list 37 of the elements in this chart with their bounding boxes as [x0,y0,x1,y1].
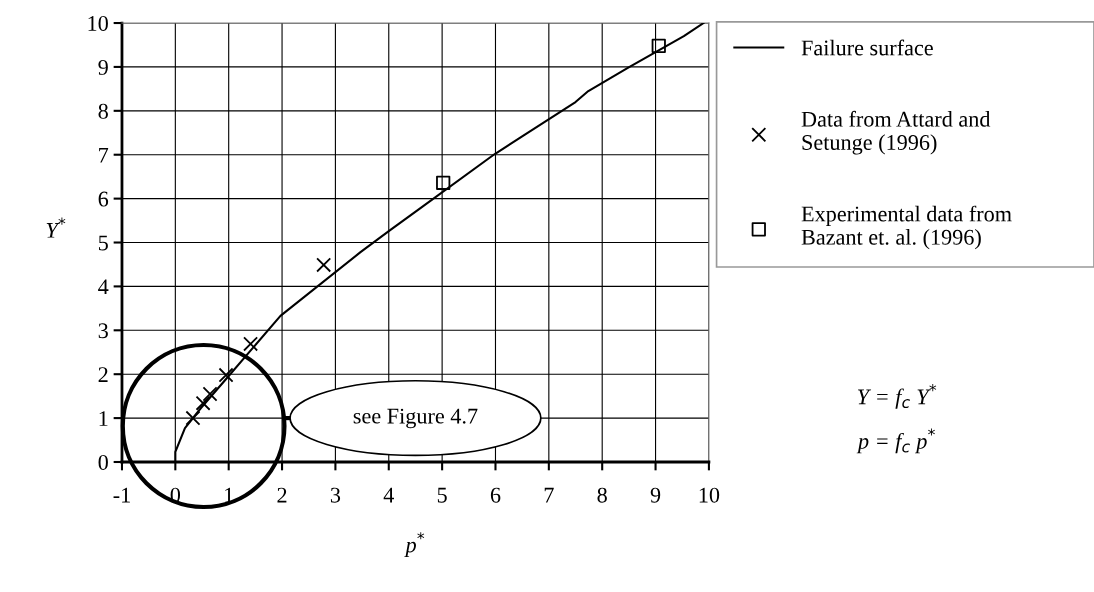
point [202,386,218,402]
x-tick-label: 2 [277,487,287,503]
point [316,257,332,273]
point [195,395,211,411]
x-tick-label: 6 [490,487,501,503]
x-tick-label: -1 [113,487,130,503]
legend-label: Experimental data from Bazant et. al. (1996) [801,205,1012,250]
y-tick-label: 8 [98,103,108,119]
x-tick-label: 5 [437,487,447,503]
y-tick-label: 9 [98,59,108,75]
point [218,367,234,383]
legend-label: Failure surface [801,39,933,56]
legend-label: Data from Attard and Setunge (1996) [801,110,991,155]
y-tick-label: 2 [98,367,108,382]
text: p = f$_{c}$ p$^{*}$ [856,428,935,454]
x-tick-label: 7 [544,487,554,503]
x-tick-label: 9 [650,487,661,503]
y-tick-label: 7 [99,147,109,163]
y-tick-label: 5 [98,235,108,251]
y-tick-label: 1 [99,411,108,426]
x-tick-label: 8 [597,487,607,503]
y-tick-label: 4 [98,279,109,295]
y-tick-label: 6 [98,191,109,207]
text: Y = f$_{c}$ Y$^{*}$ [858,384,937,409]
point [651,38,666,53]
point [243,336,259,352]
x-tick-label: 3 [330,487,341,503]
x-tick-label: 4 [383,487,394,503]
y-tick-label: 0 [98,454,108,470]
x-tick-label: 10 [699,487,720,503]
point [436,175,451,190]
y-axis-title: Y$^{*}$ [46,217,66,238]
x-axis-title: p$^{*}$ [404,532,425,557]
annotation: see Figure 4.7 [353,408,478,429]
point [185,410,201,426]
y-tick-label: 10 [88,15,108,31]
y-tick-label: 3 [98,323,108,339]
